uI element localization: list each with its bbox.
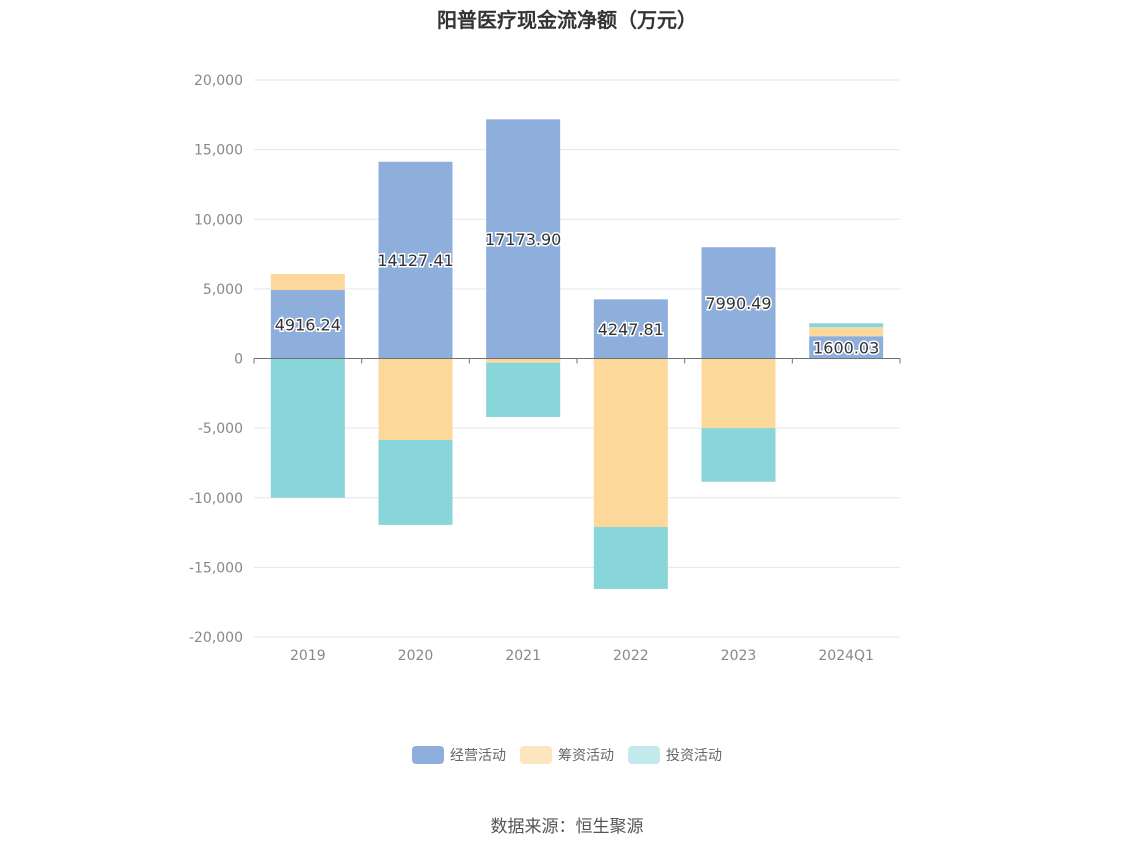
bar-financing-2022[interactable]	[593, 358, 668, 527]
y-tick-label: -15,000	[189, 560, 243, 576]
bar-financing-2024Q1[interactable]	[809, 327, 884, 337]
x-tick-label: 2023	[721, 648, 757, 664]
bar-operating-2023[interactable]	[701, 247, 776, 359]
y-tick-label: 0	[234, 352, 243, 368]
data-label: 1600.03	[813, 338, 879, 357]
y-tick-label: -20,000	[189, 630, 243, 646]
y-tick-label: 5,000	[203, 282, 243, 298]
bar-financing-2021[interactable]	[486, 358, 561, 363]
x-tick-label: 2022	[613, 648, 649, 664]
y-tick-label: 20,000	[194, 73, 243, 89]
legend-swatch-investing	[628, 746, 660, 764]
x-tick-label: 2024Q1	[818, 648, 874, 664]
legend-label-financing: 筹资活动	[558, 748, 614, 764]
bar-investing-2020[interactable]	[378, 439, 453, 525]
x-tick-label: 2019	[290, 648, 326, 664]
bar-financing-2023[interactable]	[701, 358, 776, 429]
y-tick-label: -5,000	[198, 421, 243, 437]
bar-financing-2020[interactable]	[378, 358, 453, 440]
x-tick-label: 2020	[398, 648, 434, 664]
data-label: 7990.49	[705, 294, 771, 313]
bar-investing-2024Q1[interactable]	[809, 323, 884, 328]
legend-item-operating[interactable]: 经营活动	[412, 745, 506, 765]
legend-swatch-operating	[412, 746, 444, 764]
bar-operating-2022[interactable]	[593, 299, 668, 359]
bar-operating-2021[interactable]	[486, 119, 561, 359]
data-label: 4916.24	[275, 315, 341, 334]
bar-investing-2022[interactable]	[593, 526, 668, 589]
data-label: 17173.90	[485, 230, 561, 249]
y-axis-tick-labels: 20,000 15,000 10,000 5,000 0 -5,000 -10,000 -15…	[189, 73, 243, 646]
chart-title: 阳普医疗现金流净额（万元）	[437, 8, 697, 32]
bar-operating-2020[interactable]	[378, 161, 453, 359]
legend-label-operating: 经营活动	[450, 748, 506, 764]
x-axis	[253, 358, 901, 638]
data-source-note: 数据来源：恒生聚源	[490, 817, 644, 837]
x-axis-tick-labels: 2019 2020 2021 2022 2023 2024Q1	[290, 648, 874, 664]
legend: 经营活动 筹资活动 投资活动	[0, 745, 1134, 765]
legend-label-investing: 投资活动	[666, 748, 722, 764]
bar-investing-2023[interactable]	[701, 428, 776, 482]
bar-operating-2019[interactable]	[270, 290, 345, 359]
legend-swatch-financing	[520, 746, 552, 764]
bar-financing-2019[interactable]	[270, 274, 345, 291]
y-tick-label: 15,000	[194, 143, 243, 159]
x-tick-label: 2021	[505, 648, 541, 664]
bar-series	[270, 119, 884, 589]
legend-item-investing[interactable]: 投资活动	[628, 745, 722, 765]
bar-investing-2019[interactable]	[270, 358, 345, 498]
legend-item-financing[interactable]: 筹资活动	[520, 745, 614, 765]
y-tick-label: -10,000	[189, 491, 243, 507]
y-tick-label: 10,000	[194, 212, 243, 228]
bar-operating-2024Q1[interactable]	[809, 336, 884, 359]
bar-investing-2021[interactable]	[486, 362, 561, 417]
chart-area: 20,000 15,000 10,000 5,000 0 -5,000 -10,000 -15…	[189, 73, 901, 664]
data-labels: 4916.24 14127.41 17173.90 4247.81 7990.49 160…	[273, 228, 881, 358]
data-label: 14127.41	[377, 251, 453, 270]
data-label: 4247.81	[598, 320, 664, 339]
